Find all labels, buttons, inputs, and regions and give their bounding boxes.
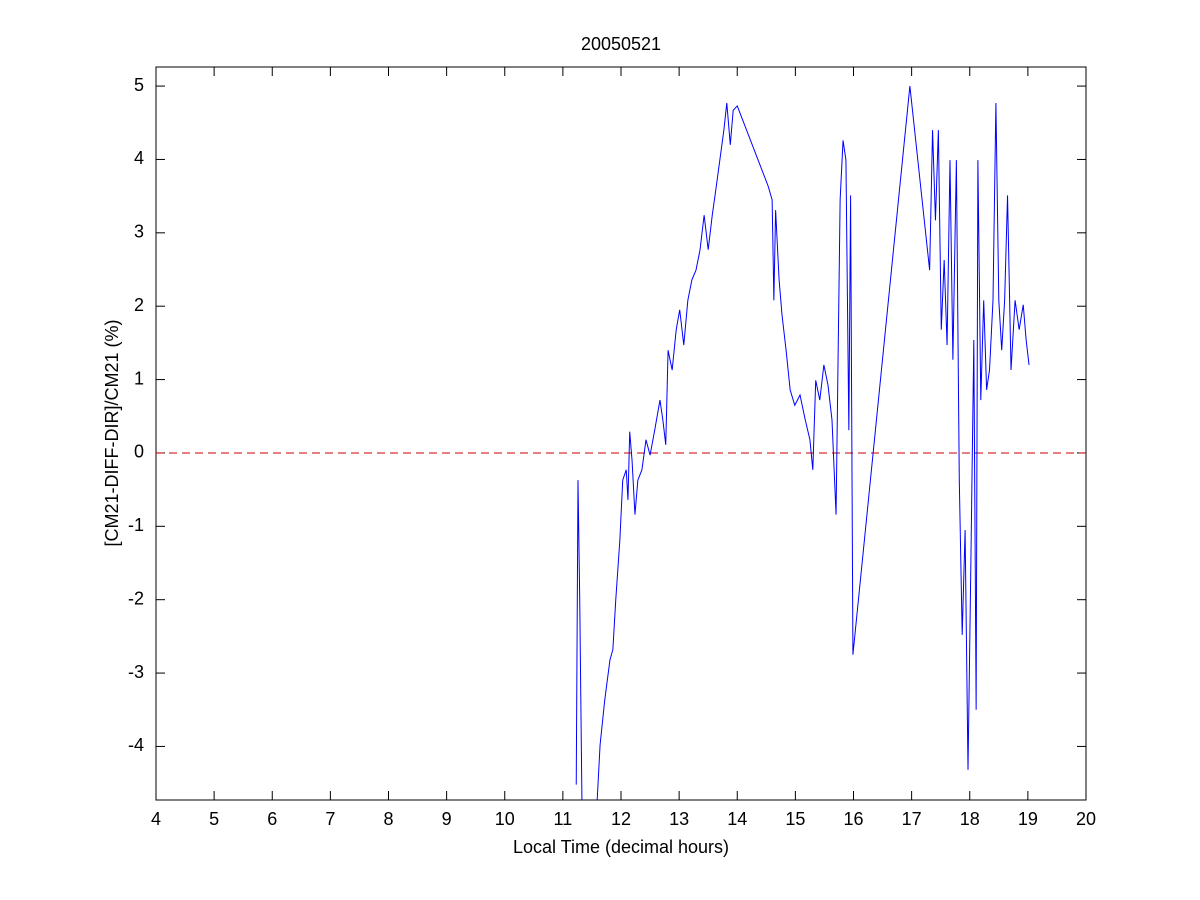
x-tick-label: 6	[267, 809, 277, 829]
y-tick-label: -2	[128, 588, 144, 608]
y-tick-label: 1	[134, 368, 144, 388]
y-tick-label: -3	[128, 662, 144, 682]
chart-title: 20050521	[581, 34, 661, 54]
y-tick-label: 0	[134, 442, 144, 462]
x-tick-label: 10	[495, 809, 515, 829]
data-line	[575, 86, 1030, 800]
y-axis-label: [CM21-DIFF-DIR]/CM21 (%)	[102, 319, 122, 546]
x-tick-label: 18	[960, 809, 980, 829]
x-tick-label: 13	[669, 809, 689, 829]
x-tick-label: 5	[209, 809, 219, 829]
x-tick-label: 17	[902, 809, 922, 829]
x-tick-label: 19	[1018, 809, 1038, 829]
x-tick-label: 4	[151, 809, 161, 829]
x-tick-label: 8	[383, 809, 393, 829]
y-tick-label: 3	[134, 222, 144, 242]
y-tick-label: 4	[134, 148, 144, 168]
y-tick-label: -1	[128, 515, 144, 535]
x-axis-label: Local Time (decimal hours)	[513, 837, 729, 857]
x-tick-label: 20	[1076, 809, 1096, 829]
x-tick-label: 12	[611, 809, 631, 829]
x-tick-label: 7	[325, 809, 335, 829]
plot-area	[155, 66, 1087, 801]
x-tick-label: 11	[554, 809, 573, 829]
x-tick-label: 9	[442, 809, 452, 829]
x-tick-label: 15	[785, 809, 805, 829]
y-tick-label: 5	[134, 75, 144, 95]
y-tick-label: 2	[134, 295, 144, 315]
x-tick-label: 14	[727, 809, 747, 829]
y-tick-label: -4	[128, 735, 144, 755]
x-tick-label: 16	[843, 809, 863, 829]
